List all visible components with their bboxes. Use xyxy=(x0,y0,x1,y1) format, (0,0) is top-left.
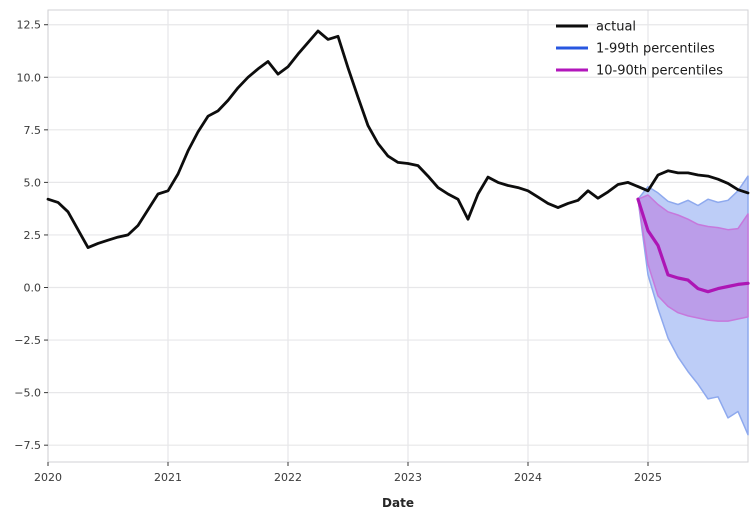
median-forecast-line xyxy=(636,197,750,294)
y-tick-label: 5.0 xyxy=(24,176,42,189)
x-tick-label: 2020 xyxy=(34,471,62,484)
y-tick-label: 0.0 xyxy=(24,282,42,295)
legend: actual 1-99th percentiles 10-90th percenti… xyxy=(556,20,723,79)
x-tick-label: 2024 xyxy=(514,471,542,484)
y-tick-label: −5.0 xyxy=(14,387,41,400)
x-axis-label: Date xyxy=(382,496,414,510)
x-tick-label: 2021 xyxy=(154,471,182,484)
legend-label: actual xyxy=(596,20,636,35)
legend-label: 1-99th percentiles xyxy=(596,42,715,57)
x-tick-label: 2023 xyxy=(394,471,422,484)
legend-label: 10-90th percentiles xyxy=(596,64,723,79)
x-tick-label: 2022 xyxy=(274,471,302,484)
legend-item: 10-90th percentiles xyxy=(556,64,723,79)
y-tick-label: −2.5 xyxy=(14,334,41,347)
y-tick-label: −7.5 xyxy=(14,439,41,452)
y-tick-label: 2.5 xyxy=(24,229,42,242)
y-tick-label: 7.5 xyxy=(24,124,42,137)
legend-item: actual xyxy=(556,20,636,35)
axis-ticks: 12.5 10.0 7.5 5.0 2.5 0.0 −2.5 −5.0 −7.5 2020 2021… xyxy=(14,19,662,484)
y-tick-label: 10.0 xyxy=(17,71,42,84)
actual-line xyxy=(46,29,750,249)
y-tick-label: 12.5 xyxy=(17,19,42,32)
legend-item: 1-99th percentiles xyxy=(556,42,715,57)
x-tick-label: 2025 xyxy=(634,471,662,484)
